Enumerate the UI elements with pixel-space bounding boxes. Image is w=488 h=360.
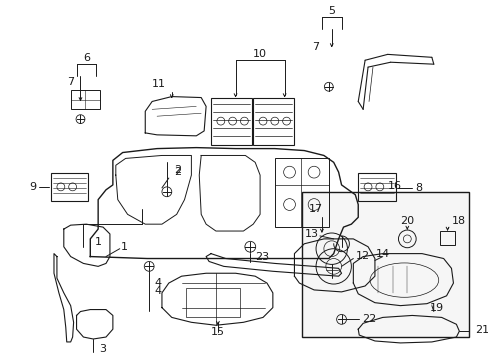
Text: 16: 16	[387, 181, 401, 191]
Text: 4: 4	[154, 286, 161, 296]
Text: 12: 12	[355, 251, 369, 261]
Bar	[71, 90, 100, 109]
Text: 11: 11	[152, 79, 165, 89]
Text: 5: 5	[327, 6, 335, 16]
Text: 10: 10	[253, 49, 266, 59]
Text: 1: 1	[121, 242, 128, 252]
Bar	[302, 192, 468, 337]
Bar	[51, 173, 88, 201]
Text: 4: 4	[154, 278, 161, 288]
Text: 23: 23	[254, 252, 268, 262]
Bar	[211, 98, 252, 145]
Bar	[439, 231, 454, 245]
Polygon shape	[302, 192, 468, 337]
Text: 2: 2	[174, 165, 181, 175]
Bar	[253, 98, 294, 145]
Text: 20: 20	[400, 216, 413, 226]
Text: 1: 1	[95, 237, 102, 247]
Text: 15: 15	[210, 327, 224, 337]
Text: 9: 9	[29, 182, 36, 192]
Bar	[274, 158, 328, 227]
Bar	[186, 288, 240, 318]
Text: 3: 3	[100, 344, 106, 354]
Text: 6: 6	[82, 53, 90, 63]
Text: 7: 7	[312, 41, 319, 51]
Text: 13: 13	[305, 229, 319, 239]
Text: 21: 21	[474, 325, 488, 335]
Text: 7: 7	[67, 77, 74, 87]
Text: 17: 17	[308, 204, 323, 215]
Text: 18: 18	[451, 216, 466, 226]
Text: 2: 2	[174, 167, 181, 177]
Text: 14: 14	[375, 249, 389, 258]
Bar	[358, 173, 395, 201]
Text: 8: 8	[415, 183, 422, 193]
Text: 22: 22	[361, 314, 375, 324]
Text: 19: 19	[429, 303, 443, 312]
